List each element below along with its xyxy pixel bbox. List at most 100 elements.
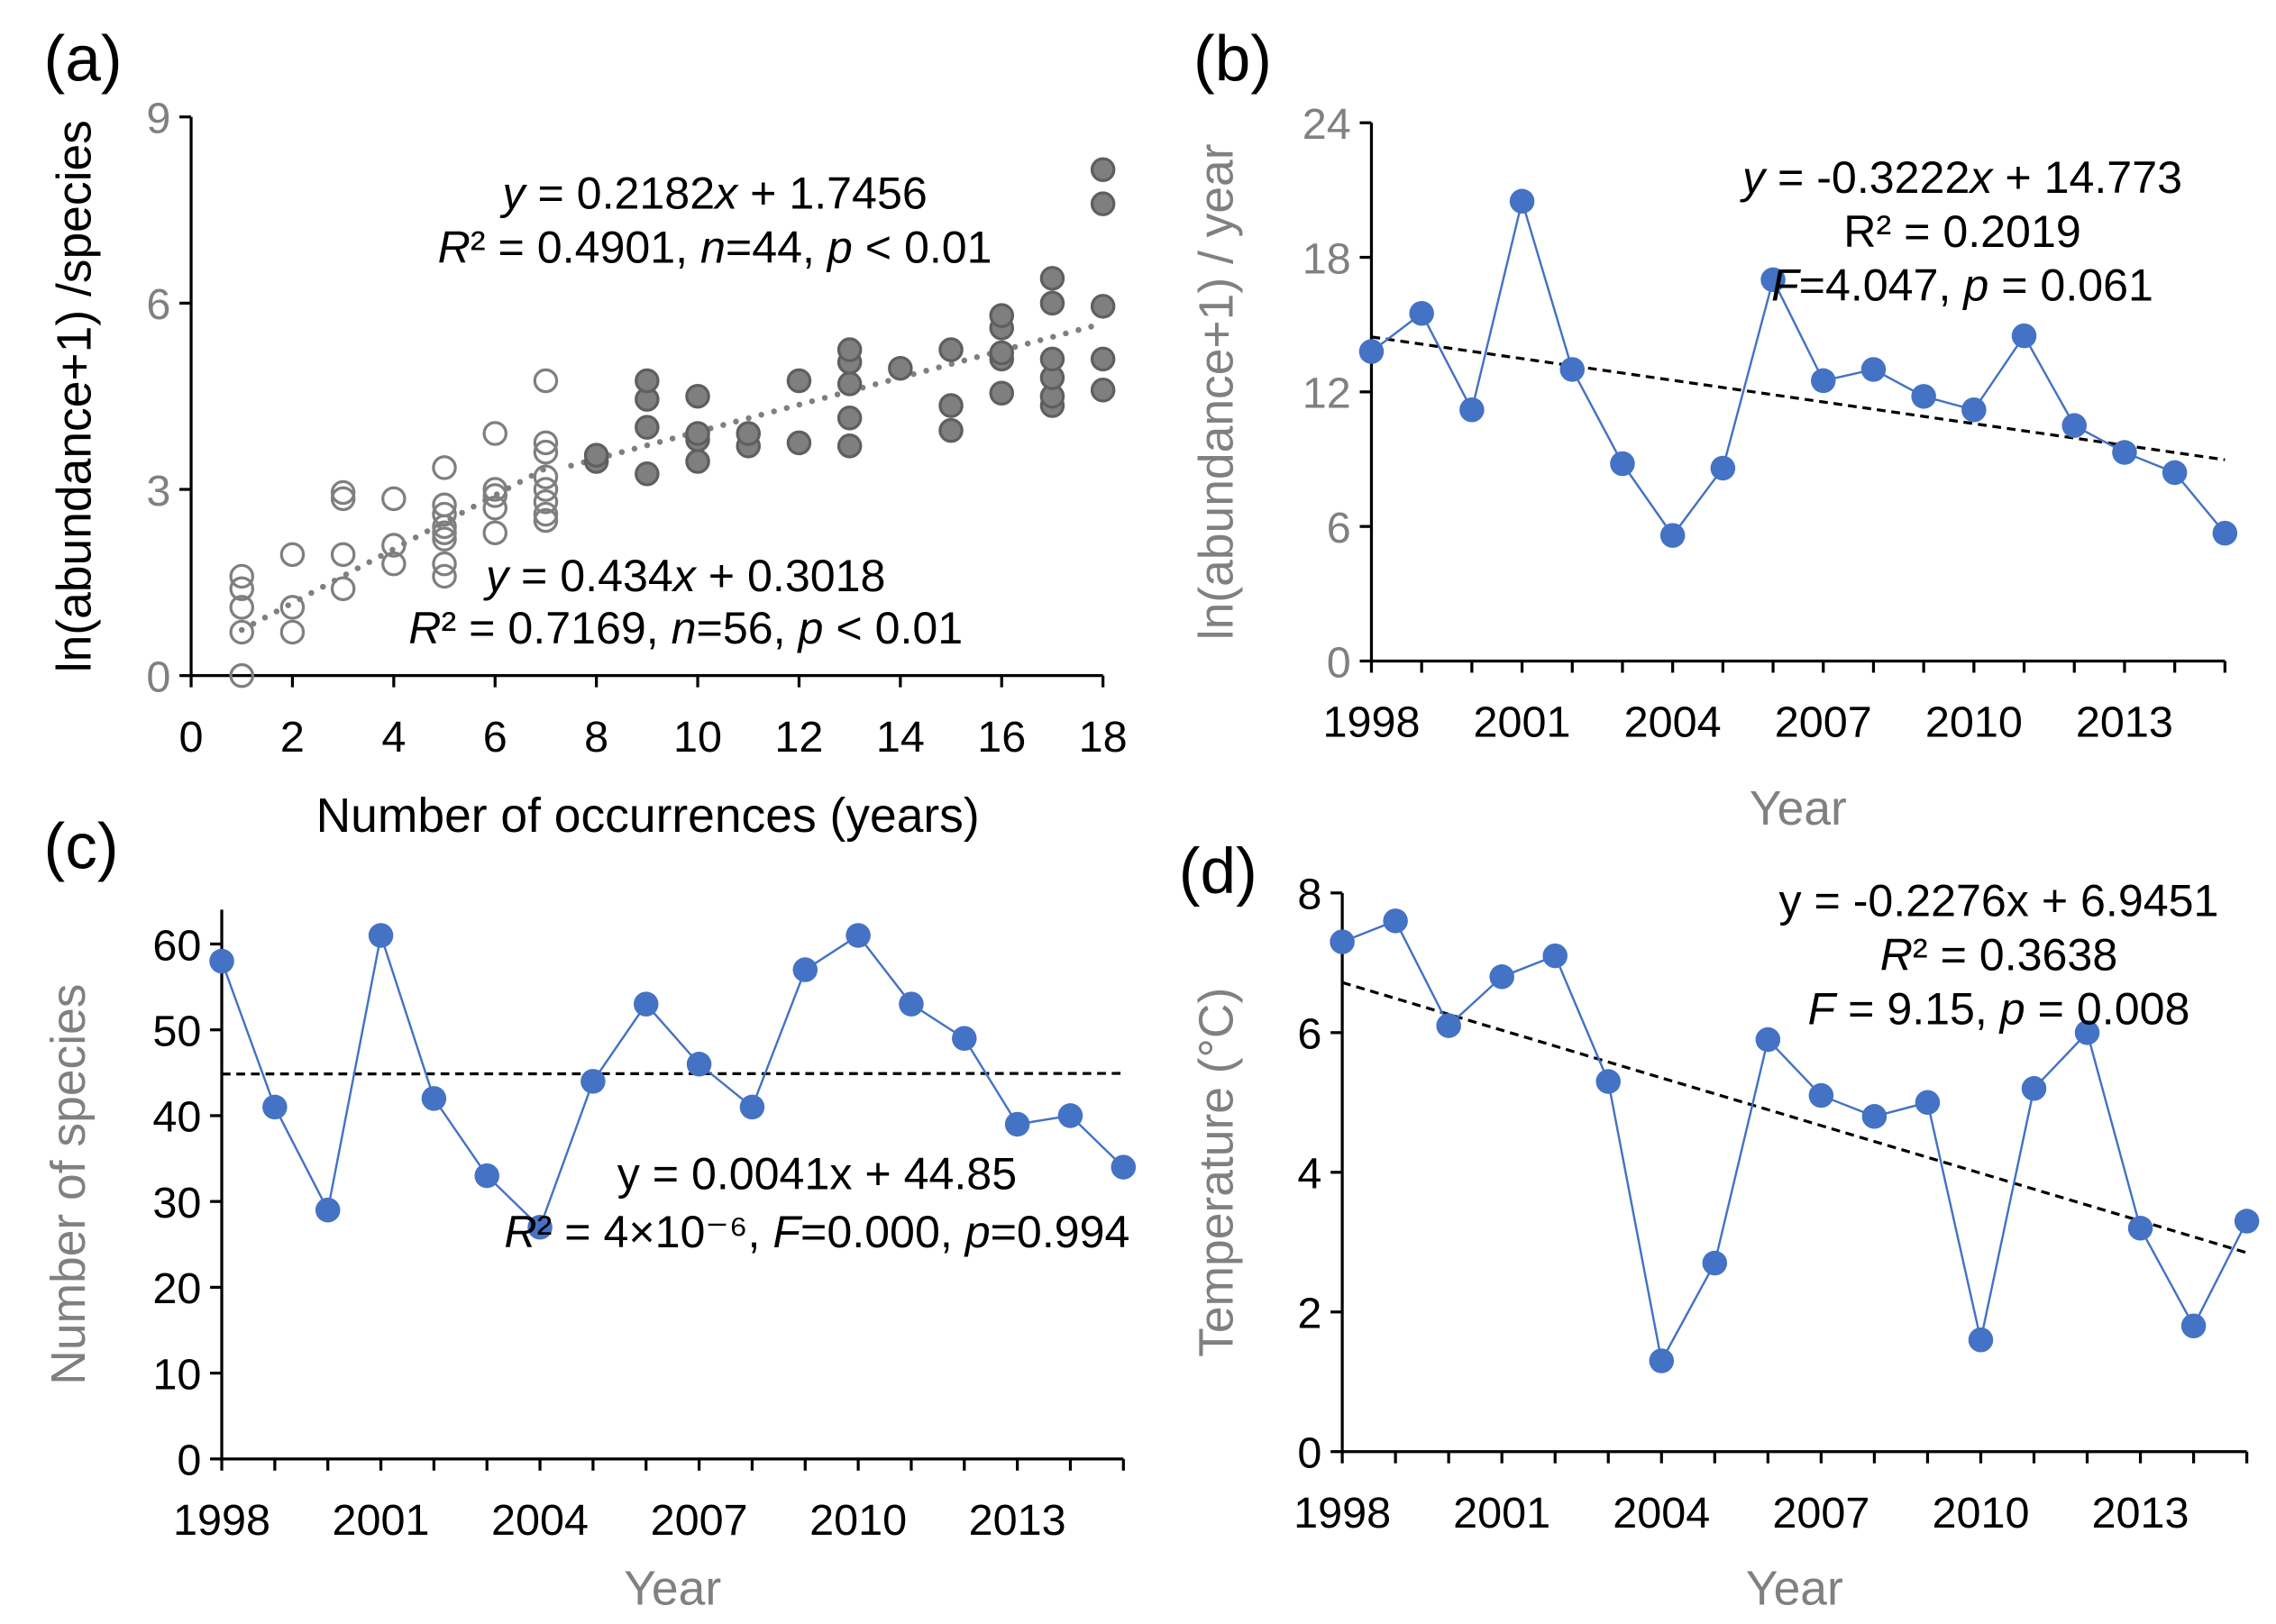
panel-label: (a) — [44, 23, 123, 95]
x-tick-label: 2010 — [1932, 1489, 2029, 1537]
equation-b-line: y = -0.3222x + 14.773 — [1740, 152, 2182, 203]
data-point-open — [482, 421, 507, 446]
equation-segment: ² = 0.7169, — [442, 603, 672, 653]
y-axis-title: ln(abundance+1) /species — [48, 120, 101, 672]
data-point-filled — [685, 421, 710, 446]
y-tick-label: 8 — [1297, 871, 1321, 919]
data-point-filled — [1090, 157, 1116, 183]
data-point — [1595, 1069, 1622, 1094]
data-point — [1702, 1250, 1728, 1276]
equation-segment: =4.047, — [1799, 260, 1964, 311]
data-point-filled — [989, 303, 1015, 328]
data-point — [1755, 1026, 1781, 1053]
data-point — [1489, 964, 1514, 990]
data-point — [846, 923, 871, 948]
y-tick-label: 9 — [146, 95, 170, 143]
data-point — [1760, 267, 1786, 293]
data-point — [262, 1094, 288, 1120]
data-point-open — [533, 489, 559, 515]
data-point-filled — [836, 433, 863, 459]
data-point-filled — [786, 430, 812, 456]
equation-segment: < 0.01 — [823, 603, 963, 653]
data-point-open — [533, 464, 559, 490]
equation-segment: ² = 0.3638 — [1913, 930, 2117, 981]
equation-segment: n — [700, 223, 726, 273]
equation-c-line: R² = 4×10⁻⁶, F=0.000, p=0.994 — [504, 1207, 1129, 1257]
series-line — [1370, 196, 2226, 538]
data-point-open — [330, 576, 356, 601]
data-point-filled — [635, 368, 660, 394]
y-tick-label: 4 — [1297, 1150, 1321, 1199]
equation-segment: p — [1961, 260, 1988, 311]
y-tick-label: 0 — [146, 652, 170, 701]
x-tick-label: 2007 — [1772, 1489, 1869, 1537]
equation-d-line: F = 9.15, p = 0.008 — [1808, 984, 2190, 1035]
data-point-open — [533, 477, 559, 502]
data-point — [1860, 357, 1887, 382]
x-tick-label: 0 — [179, 713, 204, 762]
data-point-filled — [938, 417, 964, 443]
data-point — [1610, 451, 1635, 477]
y-tick-label: 6 — [146, 280, 170, 329]
equation-segment: =56, — [697, 603, 799, 653]
data-point-filled — [1090, 378, 1116, 403]
x-tick-label: 12 — [774, 713, 823, 762]
data-point — [1436, 1013, 1461, 1038]
data-point — [2011, 323, 2037, 349]
equation-segment: ² = 0.4901, — [471, 223, 700, 273]
data-point-open — [533, 507, 559, 534]
data-point — [315, 1197, 341, 1223]
x-tick-label: 10 — [673, 713, 722, 762]
x-tick-label: 2013 — [2076, 698, 2173, 747]
equation-segment: =0.000, — [800, 1207, 965, 1257]
data-point — [1330, 929, 1355, 954]
y-tick-label: 12 — [1303, 370, 1351, 418]
equation-segment: =0.994 — [991, 1207, 1130, 1257]
data-point-filled — [1090, 191, 1116, 216]
data-point — [1968, 1327, 1994, 1353]
x-tick-label: 2007 — [651, 1496, 748, 1545]
x-tick-label: 2001 — [333, 1496, 430, 1545]
x-tick-label: 2001 — [1474, 698, 1571, 747]
data-point — [2074, 1020, 2100, 1045]
data-point — [2212, 520, 2238, 546]
equation-segment: + 0.3018 — [696, 551, 886, 601]
trend-line — [1371, 335, 2226, 461]
equation-b-line: F=4.047, p = 0.061 — [1771, 260, 2153, 311]
panel-a: (a) 0 3 6 9 0 2 4 6 8 10 12 14 16 18 Number of occurren… — [44, 23, 1128, 843]
data-point — [1861, 1104, 1888, 1129]
equation-segment: = -0.3222 — [1765, 152, 1970, 203]
data-point-filled — [1090, 346, 1116, 372]
data-point — [209, 948, 234, 974]
x-tick-label: 8 — [584, 713, 608, 762]
data-point-filled — [635, 461, 660, 487]
data-point-filled — [1039, 290, 1065, 316]
data-point-open — [229, 595, 254, 620]
data-point — [1383, 908, 1408, 934]
y-tick-label: 20 — [152, 1264, 201, 1313]
equation-segment: R² = 0.2019 — [1843, 206, 2081, 257]
equation-segment: < 0.01 — [853, 223, 992, 273]
x-axis-title: Year — [1746, 1563, 1843, 1616]
y-axis-title: Temperature (°C) — [1191, 988, 1244, 1357]
data-point — [1659, 523, 1686, 548]
x-axis-title: Number of occurrences (years) — [316, 789, 980, 843]
equation-segment: =44, — [726, 223, 827, 273]
x-tick-label: 2004 — [1624, 698, 1722, 747]
data-point-filled — [736, 421, 762, 446]
equation-segment: F — [772, 1207, 802, 1257]
y-tick-label: 0 — [1297, 1429, 1321, 1478]
panel-label: (b) — [1193, 23, 1272, 95]
data-point — [474, 1163, 499, 1189]
equation-open-line: y = 0.434x + 0.3018 — [483, 551, 885, 601]
data-point-filled — [989, 380, 1015, 406]
equation-segment: ² = 4×10⁻⁶, — [537, 1207, 773, 1257]
data-point-filled — [1039, 266, 1065, 291]
equation-d-line: R² = 0.3638 — [1880, 930, 2118, 981]
equation-filled-line: R² = 0.4901, n=44, p < 0.01 — [438, 223, 992, 273]
x-tick-label: 2004 — [1613, 1489, 1710, 1537]
data-point — [1542, 943, 1568, 969]
y-tick-label: 0 — [177, 1437, 201, 1485]
data-point — [2162, 460, 2188, 486]
equation-segment: y = -0.2276x + 6.9451 — [1778, 876, 2218, 926]
